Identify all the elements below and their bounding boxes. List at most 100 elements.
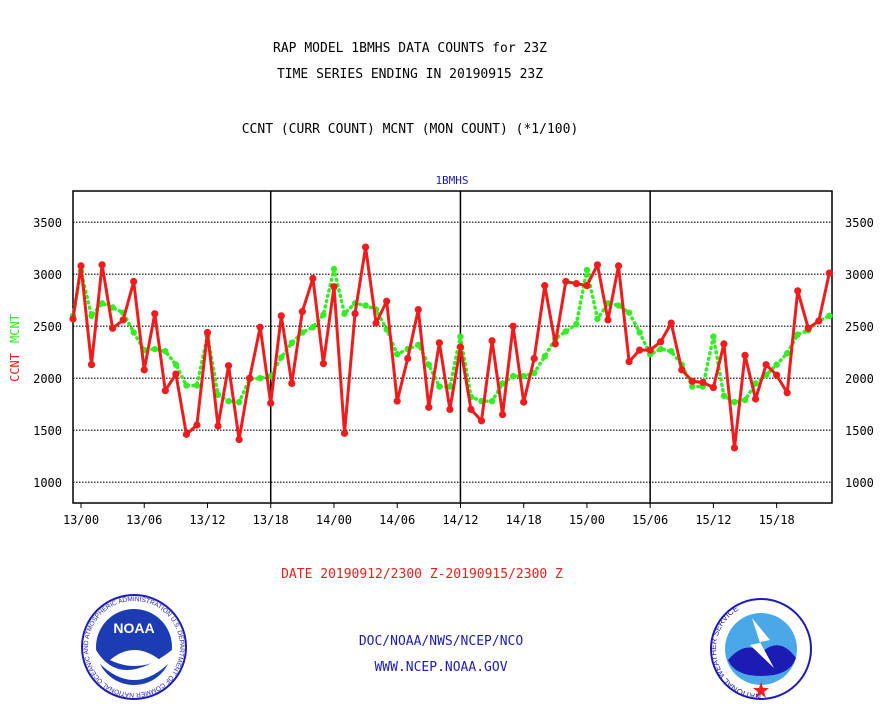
data-point-ccnt bbox=[372, 319, 380, 327]
agency-line: DOC/NOAA/NWS/NCEP/NCO bbox=[359, 634, 524, 649]
data-point-ccnt bbox=[825, 269, 833, 277]
data-point-ccnt bbox=[446, 405, 454, 413]
data-point-mcnt bbox=[826, 312, 833, 319]
data-point-mcnt bbox=[625, 309, 633, 316]
y-tick-label: 1500 bbox=[33, 424, 62, 438]
data-point-ccnt bbox=[730, 444, 739, 452]
data-point-mcnt bbox=[752, 380, 759, 387]
data-point-mcnt bbox=[783, 350, 791, 357]
data-point-ccnt bbox=[762, 361, 770, 369]
data-point-ccnt bbox=[69, 315, 77, 323]
data-point-ccnt bbox=[551, 340, 559, 348]
data-point-mcnt bbox=[151, 345, 158, 353]
data-point-ccnt bbox=[151, 310, 159, 318]
data-point-ccnt bbox=[330, 283, 338, 291]
data-point-ccnt bbox=[720, 340, 728, 348]
data-point-ccnt bbox=[530, 354, 538, 363]
data-point-ccnt bbox=[224, 362, 233, 370]
plot-area bbox=[69, 190, 833, 504]
data-point-ccnt bbox=[467, 405, 475, 413]
data-point-ccnt bbox=[393, 397, 401, 405]
data-point-mcnt bbox=[520, 372, 527, 380]
data-point-mcnt bbox=[98, 300, 106, 307]
data-point-mcnt bbox=[562, 328, 570, 335]
noaa-logo-text: NOAA bbox=[113, 620, 154, 636]
y-axis-label: CCNT MCNT bbox=[8, 314, 22, 382]
data-point-ccnt bbox=[646, 346, 654, 354]
data-point-ccnt bbox=[688, 377, 696, 385]
data-point-mcnt bbox=[531, 369, 538, 377]
y-tick-label: 2500 bbox=[845, 320, 874, 334]
data-point-mcnt bbox=[615, 302, 622, 309]
data-point-ccnt bbox=[699, 378, 707, 386]
data-point-ccnt bbox=[667, 319, 675, 327]
data-point-mcnt bbox=[794, 331, 801, 338]
data-point-mcnt bbox=[436, 383, 443, 390]
data-point-ccnt bbox=[267, 399, 275, 407]
data-point-ccnt bbox=[488, 337, 496, 345]
y-tick-label: 2000 bbox=[33, 372, 62, 386]
data-point-mcnt bbox=[341, 310, 348, 317]
data-point-mcnt bbox=[235, 398, 243, 406]
data-point-mcnt bbox=[288, 339, 295, 347]
data-point-ccnt bbox=[751, 395, 760, 403]
data-point-mcnt bbox=[710, 333, 717, 340]
x-tick-label: 15/06 bbox=[632, 513, 668, 527]
data-point-ccnt bbox=[815, 317, 823, 325]
data-point-mcnt bbox=[88, 312, 95, 319]
data-point-mcnt bbox=[278, 354, 285, 361]
data-point-ccnt bbox=[77, 262, 85, 270]
chart-title-line2: TIME SERIES ENDING IN 20190915 23Z bbox=[277, 67, 543, 82]
y-tick-label: 3500 bbox=[845, 216, 874, 230]
data-point-mcnt bbox=[499, 380, 506, 387]
data-point-ccnt bbox=[572, 279, 580, 288]
data-point-ccnt bbox=[509, 322, 517, 330]
data-point-ccnt bbox=[109, 324, 117, 332]
data-point-ccnt bbox=[256, 323, 264, 331]
data-point-ccnt bbox=[604, 316, 612, 324]
data-point-mcnt bbox=[720, 392, 728, 400]
data-point-mcnt bbox=[362, 302, 369, 309]
series-mcnt bbox=[69, 265, 833, 406]
data-point-ccnt bbox=[773, 371, 781, 379]
data-point-ccnt bbox=[741, 351, 749, 359]
data-point-ccnt bbox=[562, 277, 570, 286]
nws-logo: NATIONAL WEATHER SERVICE bbox=[709, 598, 812, 701]
x-tick-label: 15/12 bbox=[695, 513, 731, 527]
x-tick-label: 14/06 bbox=[379, 513, 415, 527]
data-point-ccnt bbox=[435, 339, 443, 347]
data-point-ccnt bbox=[636, 346, 644, 354]
y-tick-label: 3000 bbox=[845, 268, 874, 282]
data-point-ccnt bbox=[172, 370, 180, 378]
data-point-mcnt bbox=[741, 396, 749, 404]
data-point-ccnt bbox=[383, 297, 391, 305]
data-point-ccnt bbox=[288, 379, 296, 387]
data-point-mcnt bbox=[394, 351, 401, 358]
data-point-mcnt bbox=[109, 304, 116, 311]
data-point-ccnt bbox=[182, 430, 190, 438]
x-tick-label: 13/00 bbox=[63, 513, 99, 527]
data-point-ccnt bbox=[678, 366, 686, 374]
chart-subtitle: CCNT (CURR COUNT) MCNT (MON COUNT) (*1/1… bbox=[242, 122, 579, 137]
data-point-mcnt bbox=[172, 361, 180, 368]
data-point-mcnt bbox=[573, 320, 580, 328]
y-tick-label: 2500 bbox=[33, 320, 62, 334]
data-point-mcnt bbox=[731, 398, 738, 406]
x-tick-label: 13/06 bbox=[126, 513, 162, 527]
x-tick-label: 13/18 bbox=[253, 513, 289, 527]
data-point-mcnt bbox=[415, 341, 422, 349]
y-tick-labels-right: 1000 1500 2000 2500 3000 3500 bbox=[845, 216, 874, 490]
data-point-ccnt bbox=[214, 422, 222, 430]
data-point-ccnt bbox=[783, 389, 791, 397]
y-tick-label: 2000 bbox=[845, 372, 874, 386]
plot-title: 1BMHS bbox=[435, 174, 468, 187]
data-point-ccnt bbox=[657, 338, 665, 346]
series-ccnt bbox=[69, 243, 833, 452]
y-axis-label-mcnt: MCNT bbox=[8, 314, 22, 343]
data-point-mcnt bbox=[425, 361, 433, 368]
data-point-mcnt bbox=[330, 265, 338, 273]
star-icon bbox=[753, 682, 769, 698]
data-point-ccnt bbox=[794, 287, 802, 295]
